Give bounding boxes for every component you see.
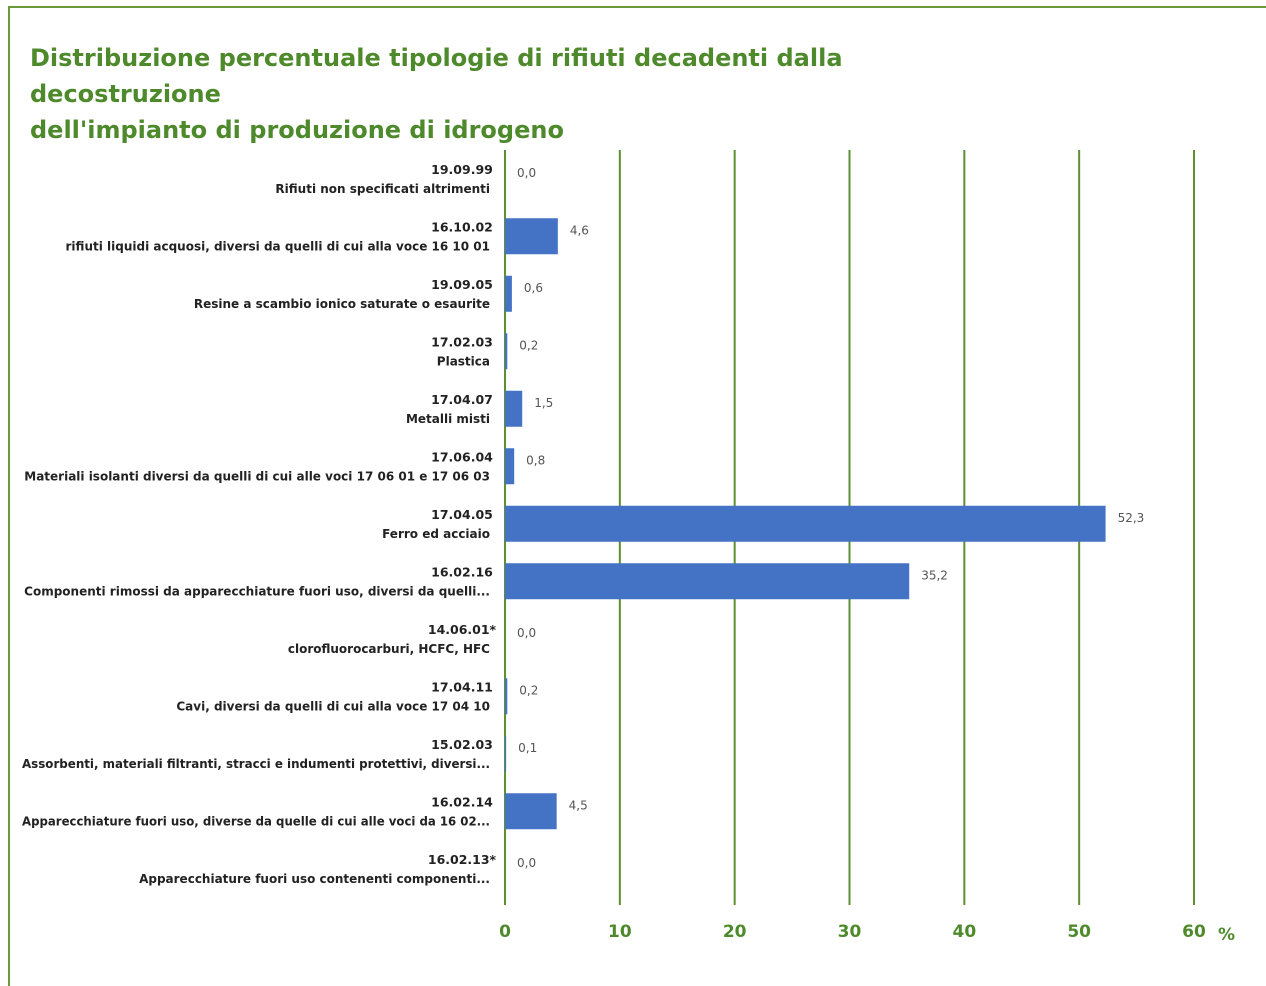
category-desc-label: Resine a scambio ionico saturate o esaur…	[194, 297, 490, 311]
value-label: 0,1	[518, 741, 537, 755]
category-desc-label: Apparecchiature fuori uso, diverse da qu…	[22, 814, 490, 828]
category-desc-label: Componenti rimossi da apparecchiature fu…	[24, 584, 490, 598]
category-code-label: 16.02.14	[431, 794, 493, 809]
category-desc-label: Plastica	[437, 354, 490, 368]
bar-17.02.03	[505, 333, 508, 370]
bar-19.09.05	[505, 275, 512, 312]
value-labels: 0,0 4,6 0,6 0,2 1,5 0,8 52,3 35,2 0,0 0,2 0,1 4,5 0,…	[517, 166, 1144, 870]
category-code-label: 17.02.03	[431, 334, 493, 349]
chart-frame	[8, 6, 1266, 986]
category-code-label: 16.02.13*	[428, 852, 497, 867]
category-desc-label: Metalli misti	[406, 412, 490, 426]
category-code-label: 19.09.05	[431, 277, 493, 292]
category-code-label: 15.02.03	[431, 737, 493, 752]
x-tick-label-60: 60	[1182, 922, 1206, 942]
category-desc-label: Assorbenti, materiali filtranti, stracci…	[22, 757, 490, 771]
x-tick-label-20: 20	[723, 922, 747, 942]
category-code-label: 19.09.99	[431, 162, 493, 177]
x-axis-unit-label: %	[1218, 925, 1235, 945]
category-desc-label: Ferro ed acciaio	[382, 527, 490, 541]
bar-17.04.11	[505, 678, 508, 715]
x-tick-label-30: 30	[838, 922, 862, 942]
value-label: 35,2	[921, 568, 948, 582]
value-label: 0,0	[517, 166, 536, 180]
value-label: 4,6	[570, 223, 589, 237]
bar-17.04.05	[505, 505, 1106, 542]
x-tick-label-50: 50	[1067, 922, 1091, 942]
category-code-label: 16.02.16	[431, 564, 493, 579]
category-code-label: 14.06.01*	[428, 622, 497, 637]
category-desc-label: Cavi, diversi da quelli di cui alla voce…	[176, 699, 490, 713]
bar-15.02.03	[505, 735, 507, 772]
category-desc-label: Rifiuti non specificati altrimenti	[275, 182, 490, 196]
value-label: 1,5	[534, 396, 553, 410]
x-tick-label-40: 40	[952, 922, 976, 942]
category-desc-label: clorofluorocarburi, HCFC, HFC	[288, 642, 490, 656]
value-label: 0,2	[519, 683, 538, 697]
value-label: 0,0	[517, 856, 536, 870]
bar-17.04.07	[505, 390, 523, 427]
value-label: 52,3	[1118, 511, 1145, 525]
value-label: 0,8	[526, 453, 545, 467]
bar-17.06.04	[505, 448, 515, 485]
bar-16.02.14	[505, 793, 557, 830]
chart-title-line-2: dell'impianto di produzione di idrogeno	[30, 116, 564, 144]
bar-16.10.02	[505, 218, 558, 255]
category-desc-label: Apparecchiature fuori uso contenenti com…	[139, 872, 490, 886]
category-desc-label: rifiuti liquidi acquosi, diversi da quel…	[66, 239, 490, 253]
chart-title-line-1: Distribuzione percentuale tipologie di r…	[30, 44, 843, 108]
value-label: 0,0	[517, 626, 536, 640]
value-label: 0,6	[524, 281, 543, 295]
category-labels: 19.09.99 Rifiuti non specificati altrimen…	[22, 162, 497, 886]
category-code-label: 16.10.02	[431, 219, 493, 234]
bars	[505, 218, 1106, 830]
bar-16.02.16	[505, 563, 910, 600]
category-code-label: 17.06.04	[431, 449, 493, 464]
category-code-label: 17.04.05	[431, 507, 493, 522]
category-code-label: 17.04.11	[431, 679, 493, 694]
chart-title: Distribuzione percentuale tipologie di r…	[30, 40, 1030, 148]
x-axis-ticks: 0 10 20 30 40 50 60%	[499, 922, 1235, 945]
value-label: 0,2	[519, 338, 538, 352]
x-tick-label-10: 10	[608, 922, 632, 942]
value-label: 4,5	[569, 798, 588, 812]
x-tick-label-0: 0	[499, 922, 511, 942]
category-desc-label: Materiali isolanti diversi da quelli di …	[24, 469, 490, 483]
category-code-label: 17.04.07	[431, 392, 493, 407]
